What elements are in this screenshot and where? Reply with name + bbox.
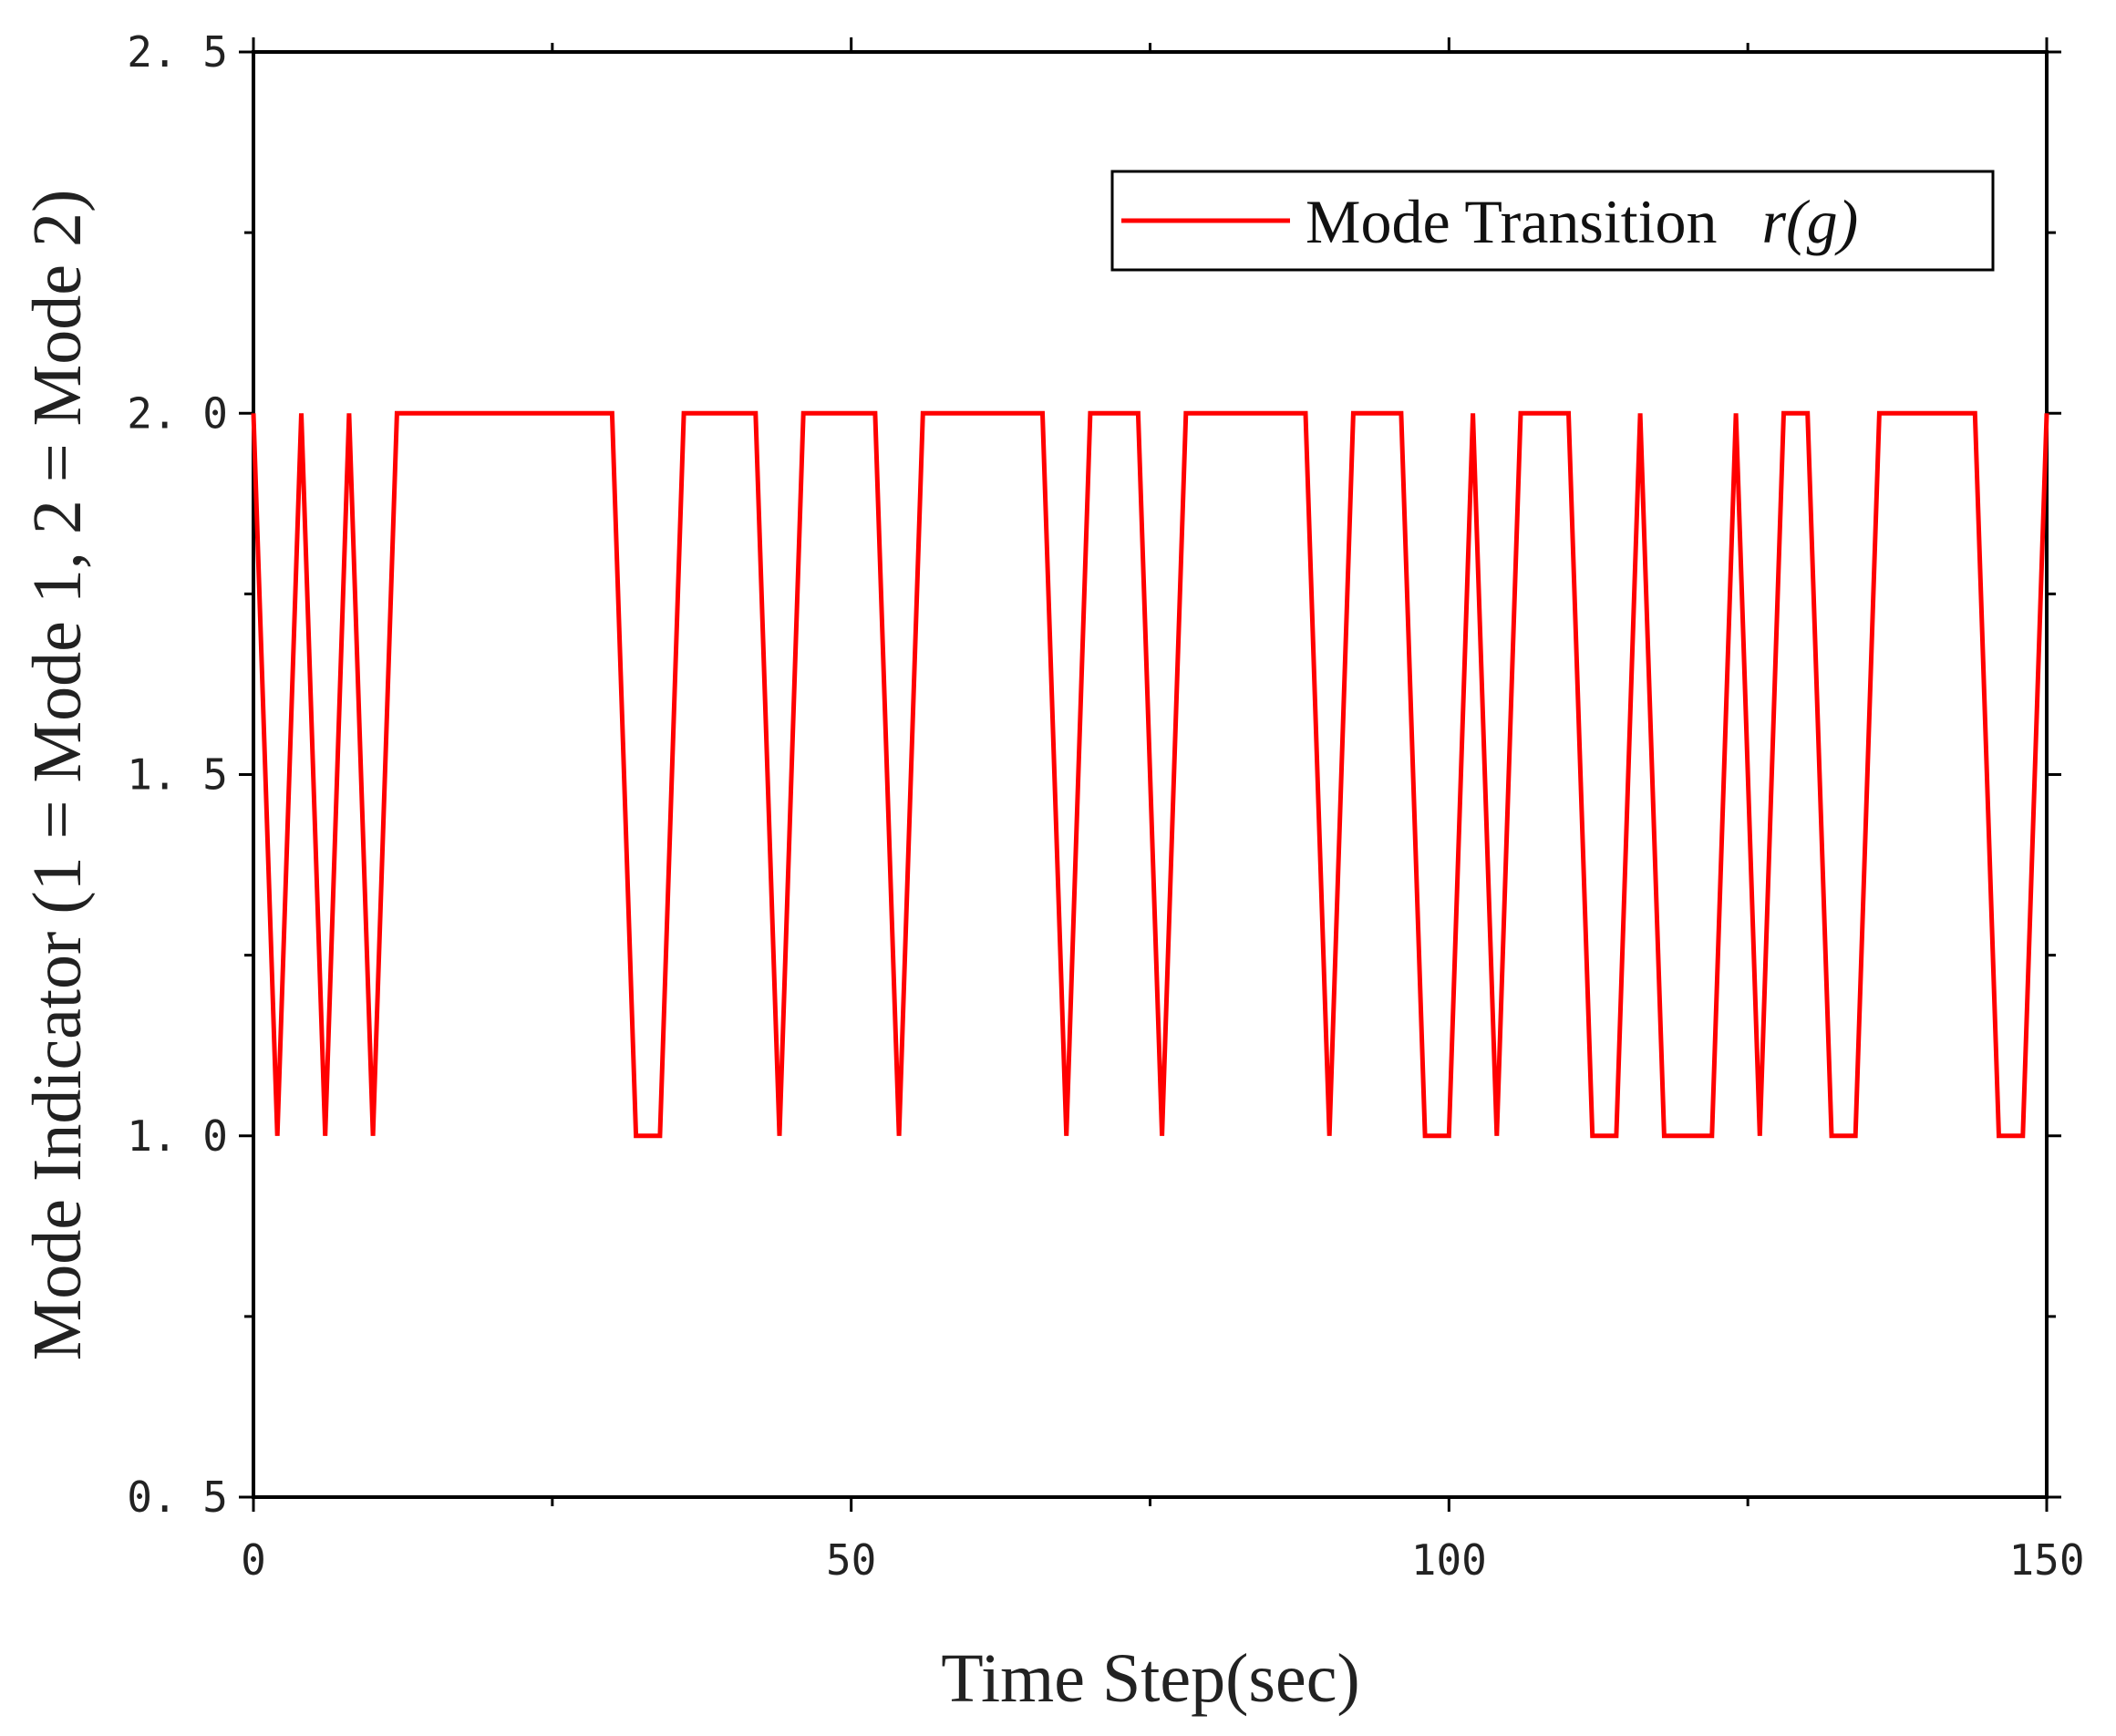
x-tick-label: 150 xyxy=(2008,1535,2084,1585)
legend: Mode Transition r(g) xyxy=(1110,170,1995,272)
y-tick-label: 1. 5 xyxy=(127,750,228,800)
x-tick-label: 50 xyxy=(826,1535,876,1585)
x-axis-title: Time Step(sec) xyxy=(941,1640,1360,1717)
tick-labels-layer: 0 50 100 150 0. 5 1. 0 1. 5 2. 0 2. 5 xyxy=(127,27,2084,1585)
y-tick-label: 2. 5 xyxy=(127,27,228,77)
y-tick-label: 1. 0 xyxy=(127,1111,228,1161)
series-line-mode-transition xyxy=(251,410,2049,1139)
x-tick-label: 0 xyxy=(241,1535,266,1585)
y-tick-label: 0. 5 xyxy=(127,1472,228,1522)
ticks-layer xyxy=(239,37,2061,1512)
y-tick-label: 2. 0 xyxy=(127,388,228,438)
x-tick-label: 100 xyxy=(1411,1535,1487,1585)
legend-label: Mode Transition r(g) xyxy=(1306,187,1858,256)
legend-label-text: Mode Transition xyxy=(1306,187,1718,256)
legend-label-math: r(g) xyxy=(1762,187,1859,256)
y-axis-title: Mode Indicator (1 = Mode 1, 2 = Mode 2) xyxy=(19,190,96,1361)
